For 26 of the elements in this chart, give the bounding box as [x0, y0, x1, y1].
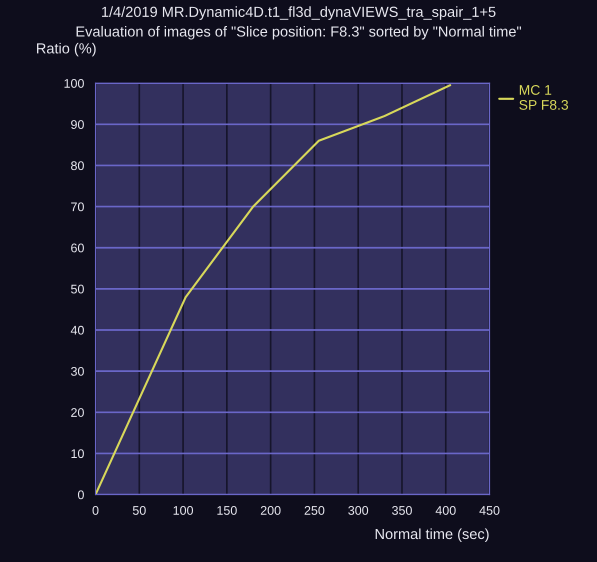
- x-tick-label: 250: [304, 506, 324, 515]
- x-tick-label: 0: [92, 506, 99, 515]
- x-tick-label: 350: [392, 506, 412, 515]
- y-tick-label: 90: [71, 120, 84, 129]
- x-tick-label: 450: [479, 506, 500, 515]
- x-tick-label: 200: [260, 506, 281, 515]
- x-tick-label: 300: [348, 506, 368, 515]
- y-tick-label: 60: [71, 244, 84, 252]
- y-tick-label: 30: [70, 366, 84, 376]
- y-axis-title: Ratio (%): [37, 42, 96, 56]
- x-axis-title: Normal time (sec): [376, 528, 489, 542]
- chart-subtitle: Evaluation of images of "Slice position: F8.3" sorted by "Normal time": [76, 26, 522, 40]
- y-tick-label: 70: [71, 202, 84, 212]
- y-tick-label: 80: [71, 161, 84, 170]
- x-tick-label: 100: [174, 506, 194, 515]
- legend-label: MC 1 SP F8.3: [519, 85, 568, 110]
- y-tick-label: 100: [64, 78, 84, 88]
- y-tick-label: 20: [71, 408, 84, 417]
- x-tick-label: 50: [132, 506, 146, 515]
- y-tick-label: 0: [78, 490, 84, 500]
- y-tick-label: 50: [71, 284, 84, 294]
- x-tick-label: 150: [217, 506, 237, 515]
- y-tick-label: 10: [71, 449, 84, 458]
- y-tick-label: 40: [70, 326, 84, 335]
- chart-title: 1/4/2019 MR.Dynamic4D.t1_fl3d_dynaVIEWS_tra_spair_1+5: [102, 6, 496, 20]
- x-tick-label: 400: [436, 506, 456, 515]
